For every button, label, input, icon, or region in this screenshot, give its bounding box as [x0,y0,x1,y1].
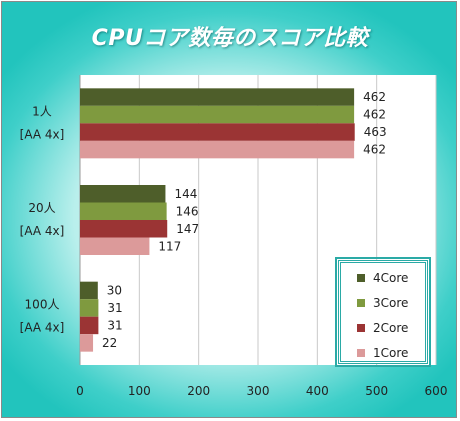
bar [80,316,99,335]
legend-item: 3Core [357,296,408,310]
data-label: 463 [364,125,387,139]
data-label: 117 [158,239,181,253]
bar [80,185,166,203]
legend-label: 2Core [373,321,409,335]
x-tick-label: 600 [425,384,448,398]
legend-swatch [357,274,365,282]
x-tick-label: 500 [365,384,388,398]
bar [80,299,99,317]
bar [80,281,98,300]
bar [80,202,167,220]
data-labels: 462 462 463 462 144 146 147 117 30 31 31 22 [102,90,387,350]
data-label: 30 [107,283,122,297]
chart-title: CPUコア数毎のスコア比較 [91,26,369,51]
category-label: 20人 [28,201,55,215]
legend-label: 3Core [373,296,409,310]
category-sublabel: [AA 4x] [20,127,65,141]
data-label: 31 [107,301,122,315]
data-label: 147 [176,222,199,236]
data-label: 31 [107,318,122,332]
x-tick-label: 300 [247,384,270,398]
legend-swatch [357,324,365,332]
data-label: 462 [363,143,386,157]
legend-label: 4Core [373,271,409,285]
legend-item: 4Core [357,271,408,285]
x-tick-label: 200 [187,384,210,398]
legend: 4Core 3Core 2Core 1Core [335,257,431,367]
category-labels: 1人 [AA 4x] 20人 [AA 4x] 100人 [AA 4x] [20,104,65,334]
category-label: 1人 [32,104,52,118]
bar [80,123,355,141]
x-axis-ticks: 0 100 200 300 400 500 600 [76,384,447,398]
bar [80,220,168,238]
legend-swatch [357,349,365,357]
legend-swatch [357,299,365,307]
bar [80,105,355,124]
category-sublabel: [AA 4x] [20,224,65,238]
data-label: 22 [102,336,117,350]
bar [80,334,94,352]
legend-label: 1Core [373,346,409,360]
category-sublabel: [AA 4x] [20,321,65,335]
data-label: 144 [174,187,197,201]
data-label: 462 [363,90,386,104]
bar [80,88,355,106]
bar [80,237,150,255]
x-tick-label: 400 [306,384,329,398]
legend-item: 1Core [357,346,408,360]
data-label: 146 [176,204,199,218]
x-tick-label: 0 [76,384,84,398]
legend-item: 2Core [357,321,408,335]
bars [80,88,355,352]
data-label: 462 [363,108,386,122]
x-tick-label: 100 [128,384,151,398]
category-label: 100人 [25,298,60,312]
bar [80,140,355,159]
